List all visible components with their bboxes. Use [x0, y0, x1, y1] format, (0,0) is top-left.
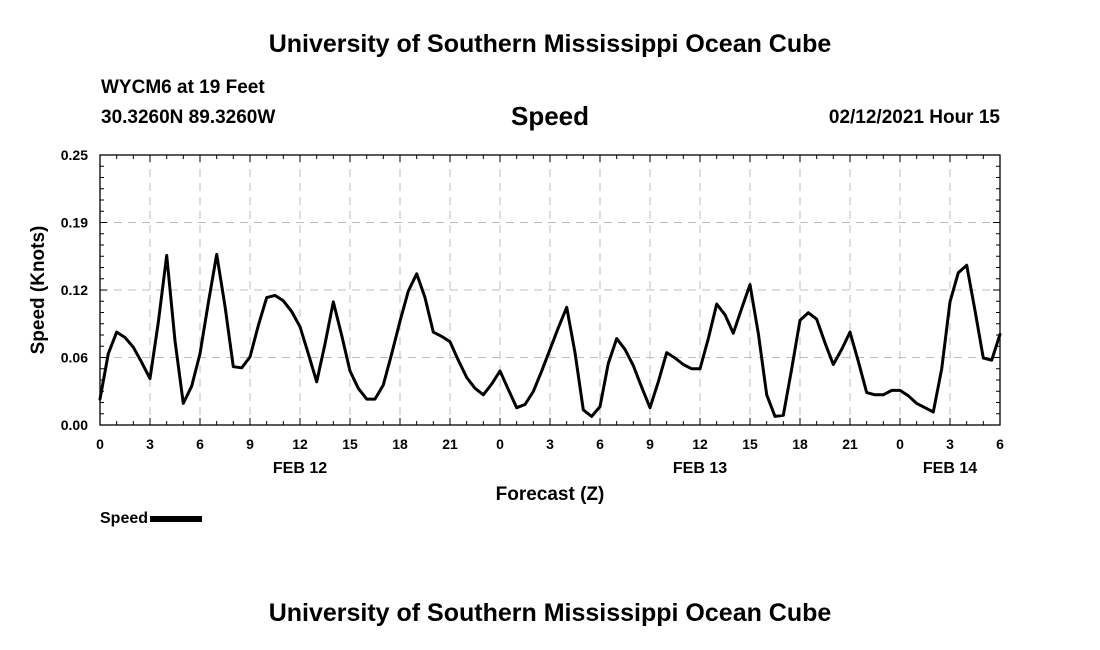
series-line-speed: [98, 252, 1002, 418]
y-tick-label: 0.00: [61, 417, 88, 433]
legend-label: Speed: [100, 510, 149, 527]
x-tick-label: 3: [546, 436, 554, 452]
x-tick-label: 12: [692, 436, 708, 452]
x-tick-label: 18: [392, 436, 408, 452]
y-tick-label: 0.12: [61, 282, 88, 298]
series-group: [98, 252, 1002, 418]
bottom-title: University of Southern Mississippi Ocean…: [268, 599, 832, 627]
station-label: WYCM6 at 19 Feet: [101, 77, 265, 98]
x-tick-label: 6: [596, 436, 604, 452]
datetime-label: 02/12/2021 Hour 15: [828, 107, 1000, 128]
x-tick-labels: 0 3 6 9 12 15 18 21 0 3 6 9 12 15 18 21 0 3 6: [96, 436, 1004, 452]
x-tick-label: 0: [96, 436, 104, 452]
x-tick-label: 6: [996, 436, 1004, 452]
x-tick-label: 6: [196, 436, 204, 452]
y-tick-label: 0.06: [61, 350, 88, 366]
x-tick-label: 9: [246, 436, 254, 452]
x-tick-label: 3: [946, 436, 954, 452]
y-tick-label: 0.25: [61, 147, 88, 163]
date-labels: FEB 12 FEB 13 FEB 14: [273, 460, 977, 477]
coordinates-label: 30.3260N 89.3260W: [101, 107, 276, 128]
top-title: University of Southern Mississippi Ocean…: [268, 30, 832, 58]
chart-title: Speed: [510, 101, 590, 131]
x-tick-label: 21: [842, 436, 858, 452]
date-label: FEB 13: [673, 460, 727, 477]
legend-swatch: [150, 516, 203, 522]
date-label: FEB 14: [923, 460, 977, 477]
y-tick-label: 0.19: [61, 215, 88, 231]
plot-frame: [99, 154, 1001, 426]
date-label: FEB 12: [273, 460, 327, 477]
y-axis-label: Speed (Knots): [28, 226, 49, 355]
x-tick-label: 21: [442, 436, 458, 452]
x-tick-label: 3: [146, 436, 154, 452]
x-tick-label: 15: [742, 436, 758, 452]
x-tick-label: 12: [292, 436, 308, 452]
x-axis-label: Forecast (Z): [496, 484, 605, 505]
x-tick-label: 15: [342, 436, 358, 452]
x-tick-label: 9: [646, 436, 654, 452]
legend: Speed: [100, 510, 203, 528]
grid-lines: [100, 155, 1000, 425]
y-tick-labels: 0.00 0.06 0.12 0.19 0.25: [61, 147, 88, 433]
x-tick-label: 0: [496, 436, 504, 452]
x-tick-label: 0: [896, 436, 904, 452]
x-tick-label: 18: [792, 436, 808, 452]
